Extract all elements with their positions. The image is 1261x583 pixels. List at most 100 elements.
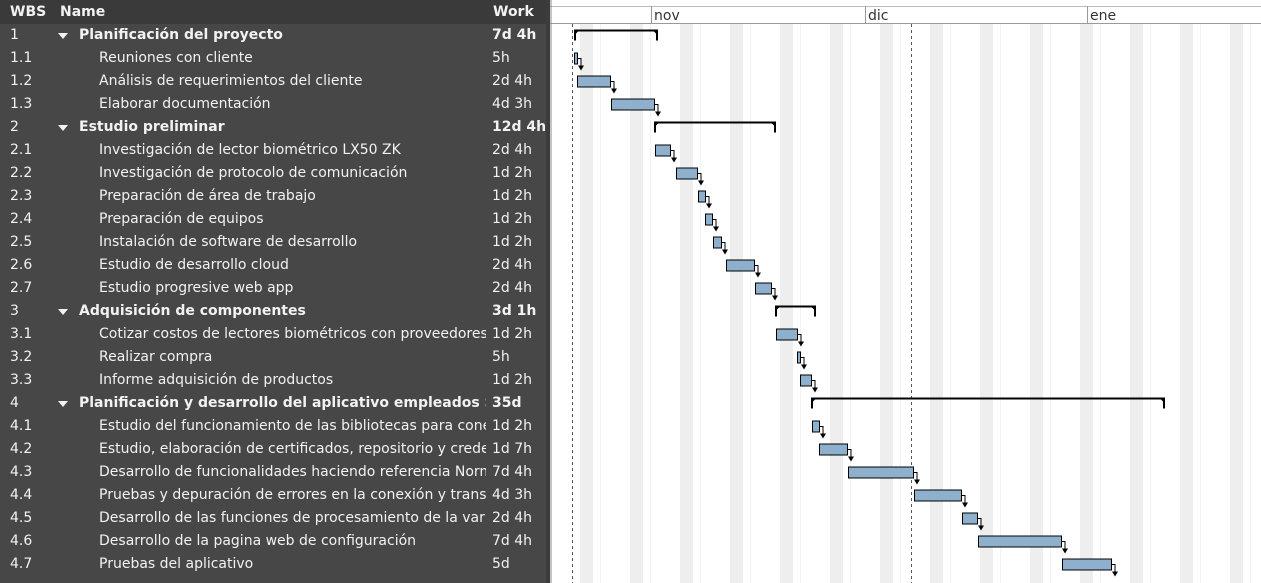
dependency-arrow [577,58,582,68]
arrow-head [578,65,584,71]
arrow-head [848,456,854,462]
task-name[interactable]: Estudio, elaboración de certificados, re… [99,441,486,457]
task-name[interactable]: Investigación de lector biométrico LX50 … [99,142,401,158]
task-name[interactable]: Preparación de equipos [99,211,264,227]
wbs-cell: 2 [10,119,19,135]
dependency-arrow [811,380,816,390]
dependency-arrow [610,81,615,91]
task-name[interactable]: Estudio progresive web app [99,280,294,296]
wbs-cell: 3.2 [10,349,33,365]
task-name[interactable]: Planificación y desarrollo del aplicativ… [79,395,486,411]
task-name[interactable]: Elaborar documentación [99,96,271,112]
task-bar [726,259,755,272]
task-name[interactable]: Estudio del funcionamiento de las biblio… [99,418,486,434]
summary-cap [776,305,815,311]
arrow-head [722,249,728,255]
task-name[interactable]: Preparación de área de trabajo [99,188,316,204]
task-name[interactable]: Estudio preliminar [79,119,225,135]
task-name[interactable]: Pruebas y depuración de errores en la co… [99,487,486,503]
expand-toggle[interactable] [58,309,68,315]
arrow-head [772,295,778,301]
weekend-stripe [680,24,693,583]
task-name[interactable]: Planificación del proyecto [79,27,283,43]
dependency-arrow [1111,564,1116,574]
task-name[interactable]: Instalación de software de desarrollo [99,234,358,250]
work-cell: 4d 3h [492,96,533,112]
work-cell: 12d 4h [492,119,546,135]
wbs-cell: 2.1 [10,142,33,158]
dependency-arrow [670,150,675,160]
weekend-stripe [1180,24,1193,583]
work-cell: 1d 2h [492,326,533,342]
task-bar [705,213,713,226]
task-name[interactable]: Análisis de requerimientos del cliente [99,73,363,89]
weekend-stripe [1080,24,1093,583]
wbs-cell: 1.1 [10,50,33,66]
arrow-head [820,433,826,439]
work-cell: 7d 4h [492,533,533,549]
work-cell: 1d 7h [492,441,533,457]
task-bar [713,236,722,249]
arrow-head [671,157,677,163]
work-cell: 2d 4h [492,73,533,89]
task-name[interactable]: Desarrollo de las funciones de procesami… [99,510,486,526]
col-name[interactable]: Name [60,4,106,20]
arrow-head [978,525,984,531]
arrow-head [1062,548,1068,554]
chart-bg [550,0,1261,583]
task-bar [676,167,698,180]
task-bar [698,190,706,203]
work-cell: 1d 2h [492,418,533,434]
task-name[interactable]: Informe adquisición de productos [99,372,334,388]
work-cell: 2d 4h [492,257,533,273]
weekend-stripe [730,24,743,583]
table-header [0,0,546,24]
task-bar [776,328,798,341]
task-bar [812,420,820,433]
arrow-head [801,364,807,370]
weekend-stripe [580,24,593,583]
task-bar [800,374,812,387]
expand-toggle[interactable] [58,125,68,131]
dependency-arrow [797,334,802,344]
work-cell: 1d 2h [492,372,533,388]
wbs-cell: 4.6 [10,533,33,549]
work-cell: 5h [492,349,510,365]
dependency-arrow [654,104,659,114]
work-cell: 1d 2h [492,234,533,250]
task-name[interactable]: Investigación de protocolo de comunicaci… [99,165,408,181]
task-name[interactable]: Reuniones con cliente [99,50,253,66]
wbs-cell: 4.5 [10,510,33,526]
arrow-head [655,111,661,117]
wbs-cell: 1.2 [10,73,33,89]
dependency-arrow [1061,541,1066,551]
arrow-head [798,341,804,347]
expand-toggle[interactable] [58,33,68,39]
arrow-head [713,226,719,232]
arrow-head [914,479,920,485]
task-name[interactable]: Desarrollo de funcionalidades haciendo r… [99,464,486,480]
weekend-stripe [1030,24,1043,583]
arrow-head [698,180,704,186]
work-cell: 5d [492,556,510,572]
task-name[interactable]: Realizar compra [99,349,213,365]
task-bar [819,443,848,456]
wbs-cell: 2.5 [10,234,33,250]
wbs-cell: 4.2 [10,441,33,457]
task-name[interactable]: Cotizar costos de lectores biométricos c… [99,326,486,342]
task-bar [577,75,611,88]
dependency-arrow [847,449,852,459]
col-work[interactable]: Work [493,4,534,20]
arrow-head [1112,571,1118,577]
col-wbs[interactable]: WBS [10,4,47,20]
wbs-cell: 4.1 [10,418,33,434]
task-name[interactable]: Estudio de desarrollo cloud [99,257,289,273]
expand-toggle[interactable] [58,401,68,407]
task-name[interactable]: Desarrollo de la pagina web de configura… [99,533,417,549]
wbs-cell: 3.1 [10,326,33,342]
task-name[interactable]: Pruebas del aplicativo [99,556,254,572]
dependency-arrow [819,426,824,436]
task-name[interactable]: Adquisición de componentes [79,303,306,319]
wbs-cell: 3.3 [10,372,33,388]
dependency-arrow [712,219,717,229]
